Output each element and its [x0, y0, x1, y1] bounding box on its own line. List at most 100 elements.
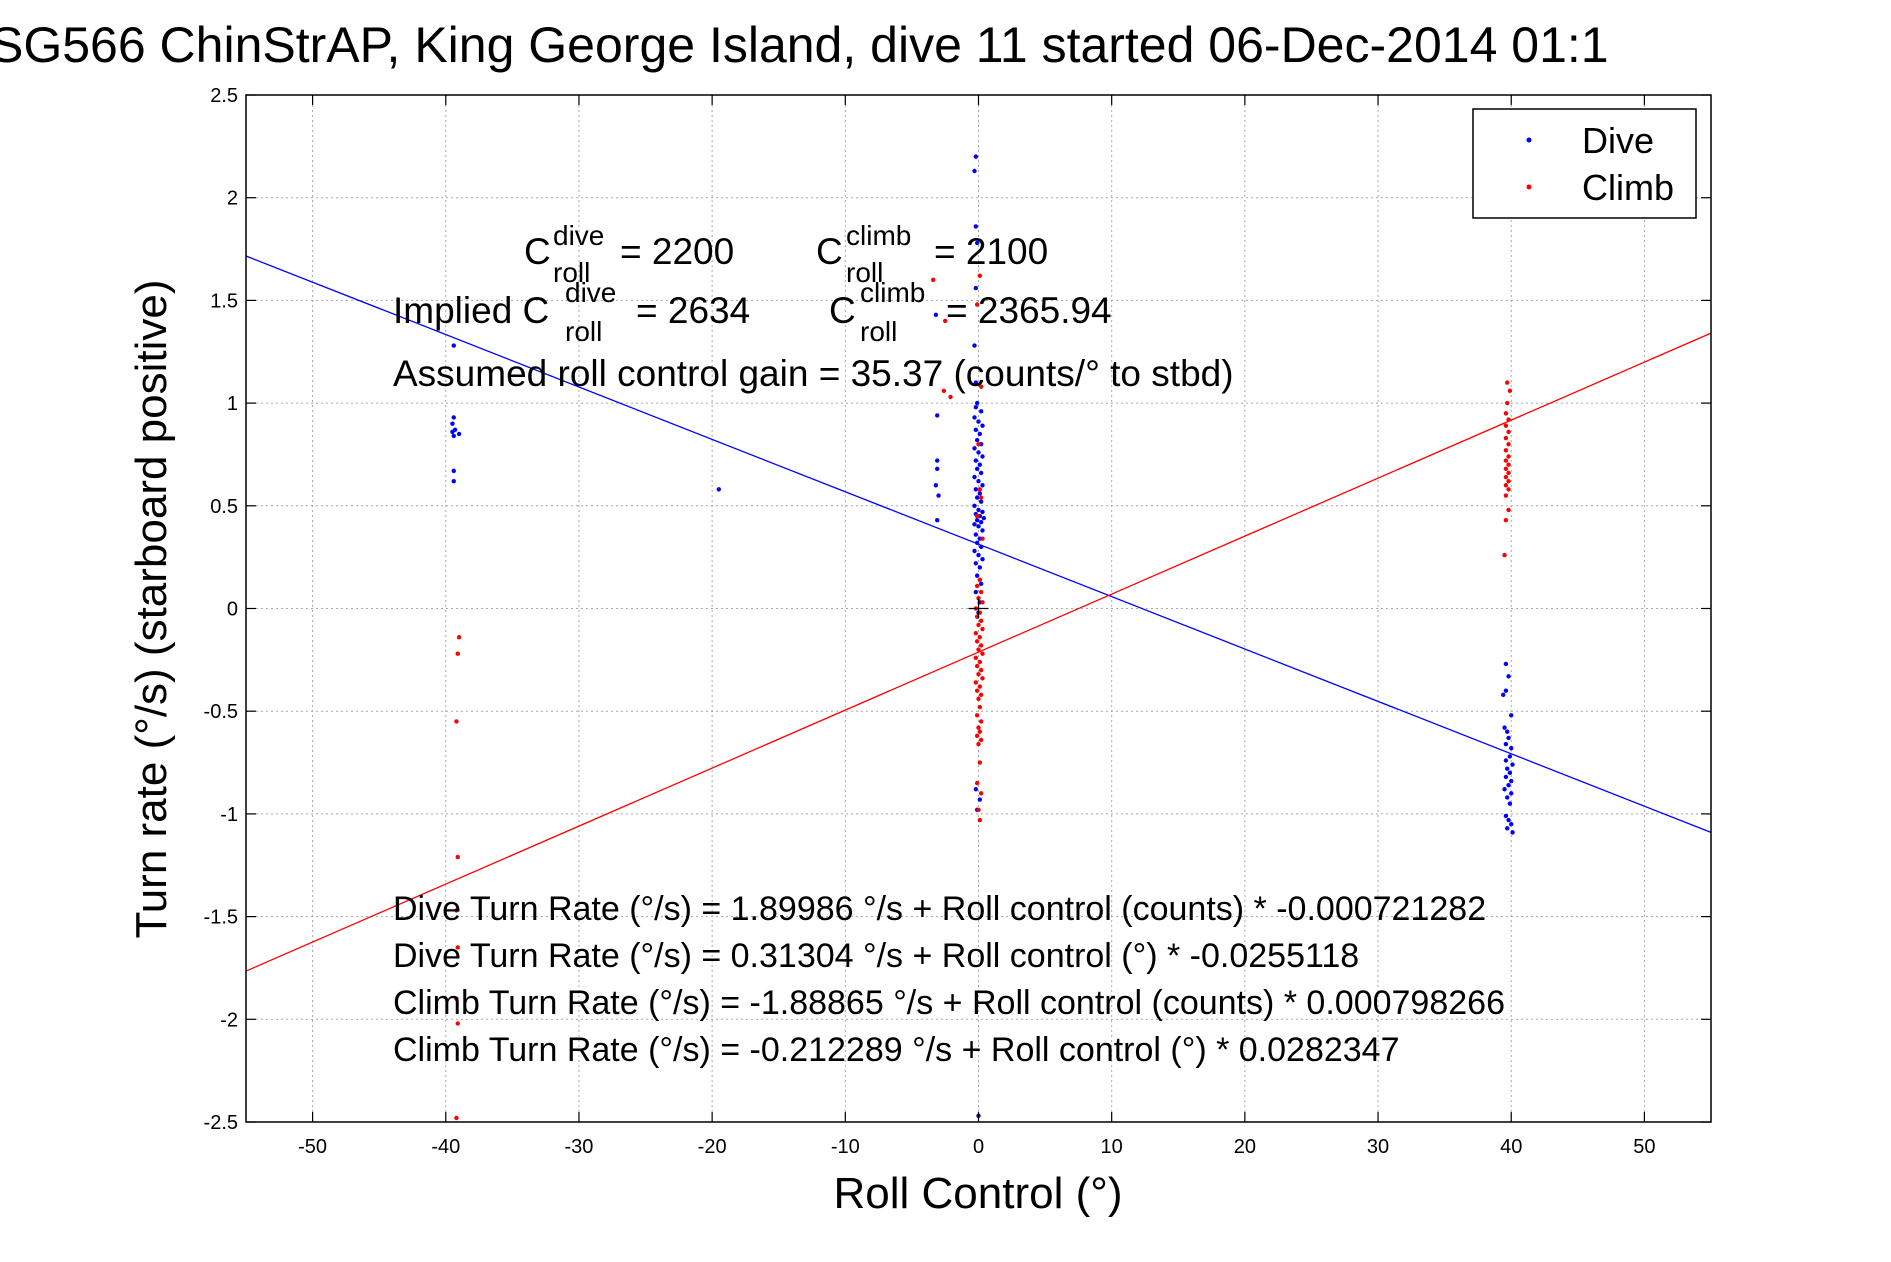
y-tick-label: -2.5: [204, 1112, 238, 1134]
climb-point: [974, 733, 980, 739]
dive-point: [1509, 791, 1514, 796]
dive-point: [1503, 758, 1509, 763]
climb-point: [976, 622, 981, 628]
dive-point: [450, 421, 455, 426]
dive-point: [1505, 795, 1510, 800]
c-climb-base: C: [816, 231, 843, 272]
climb-point: [454, 1115, 459, 1121]
y-tick-label: -1: [220, 804, 238, 826]
climb-point: [974, 713, 980, 718]
climb-point: [977, 659, 983, 665]
climb-point: [980, 651, 985, 656]
dive-point: [976, 450, 981, 455]
climb-point: [1506, 417, 1511, 422]
dive-point: [935, 458, 940, 463]
dive-point: [973, 589, 979, 595]
dive-point: [980, 423, 985, 428]
c-climb-sup: climb: [846, 220, 911, 251]
climb-point: [454, 908, 459, 913]
dive-point: [972, 474, 977, 480]
climb-point: [948, 394, 953, 400]
climb-point: [978, 643, 984, 648]
dive-point: [980, 454, 985, 459]
climb-point: [974, 639, 980, 644]
dive-point: [976, 524, 981, 529]
dive-point: [451, 415, 456, 420]
climb-point: [1503, 411, 1509, 416]
dive-point: [972, 503, 977, 508]
dive-point: [935, 517, 940, 523]
dive-point: [974, 540, 980, 545]
climb-point: [1503, 466, 1509, 472]
climb-point: [1502, 552, 1507, 558]
axis-ticks: -50 -40 -30 -20 -10 0 10 20 30 40 50 2.5 2 1.5 1 0.5 0 -0…: [204, 85, 1711, 1158]
dive-point: [972, 415, 977, 420]
dive-point: [1510, 830, 1515, 835]
climb-point: [1503, 435, 1509, 441]
dive-point: [973, 487, 979, 492]
y-axis-label: Turn rate (°/s) (starboard positive): [127, 279, 176, 938]
dive-point: [981, 515, 987, 521]
dive-point: [1503, 774, 1509, 780]
climb-point: [978, 384, 984, 389]
climb-point: [976, 596, 981, 601]
c-dive-value: = 2200: [620, 231, 734, 272]
climb-point: [1503, 474, 1509, 480]
climb-point: [978, 495, 984, 500]
y-tick-label: 1: [227, 393, 238, 415]
dive-point: [1509, 745, 1514, 751]
dive-point: [980, 509, 985, 515]
legend-box: [1472, 108, 1697, 219]
dive-point: [977, 431, 983, 437]
dive-point: [1505, 766, 1510, 771]
dive-point: [1503, 741, 1509, 747]
dive-point: [451, 468, 456, 474]
x-tick-label: 40: [1500, 1136, 1522, 1158]
dive-point: [1502, 725, 1507, 730]
climb-point: [454, 719, 459, 724]
dive-point: [978, 409, 984, 414]
implied-dive-value: = 2634: [636, 290, 750, 331]
climb-point: [1506, 487, 1511, 492]
dive-point: [976, 552, 981, 558]
dive-point: [973, 427, 979, 433]
dive-point: [973, 154, 979, 159]
climb-point: [978, 589, 984, 595]
climb-point: [977, 704, 983, 710]
equation-climb-counts: Climb Turn Rate (°/s) = -1.88865 °/s + R…: [393, 984, 1505, 1022]
dive-point: [974, 573, 980, 578]
y-tick-label: -0.5: [204, 701, 238, 723]
climb-point: [1503, 423, 1509, 428]
regression-equations: Dive Turn Rate (°/s) = 1.89986 °/s + Rol…: [393, 890, 1505, 1069]
climb-point: [980, 536, 985, 541]
dive-point: [1502, 787, 1507, 792]
dive-point: [456, 431, 462, 437]
climb-point: [1503, 448, 1509, 453]
dive-point: [451, 478, 456, 484]
climb-point: [977, 487, 983, 492]
climb-point: [973, 680, 979, 685]
climb-point: [974, 302, 980, 307]
climb-point: [1506, 507, 1511, 513]
dive-point: [980, 483, 985, 488]
climb-point: [980, 626, 985, 632]
climb-point: [1505, 400, 1510, 406]
legend-climb-label: Climb: [1582, 167, 1674, 208]
dive-point: [935, 466, 940, 472]
climb-point: [455, 651, 460, 656]
climb-point: [973, 655, 979, 660]
climb-point: [980, 600, 985, 605]
climb-point: [1506, 462, 1511, 467]
climb-point: [974, 663, 980, 669]
dive-point: [936, 493, 941, 498]
dive-point: [450, 429, 455, 435]
dive-point: [1510, 762, 1515, 767]
y-tick-label: 2.5: [210, 85, 238, 107]
dive-point: [974, 495, 980, 500]
dive-point: [1509, 821, 1514, 827]
c-roll-annotations: C dive roll = 2200 C climb roll = 2100 I…: [393, 220, 1234, 394]
dive-point: [1506, 782, 1511, 788]
y-tick-label: -2: [220, 1009, 238, 1031]
dive-point: [1505, 826, 1510, 831]
